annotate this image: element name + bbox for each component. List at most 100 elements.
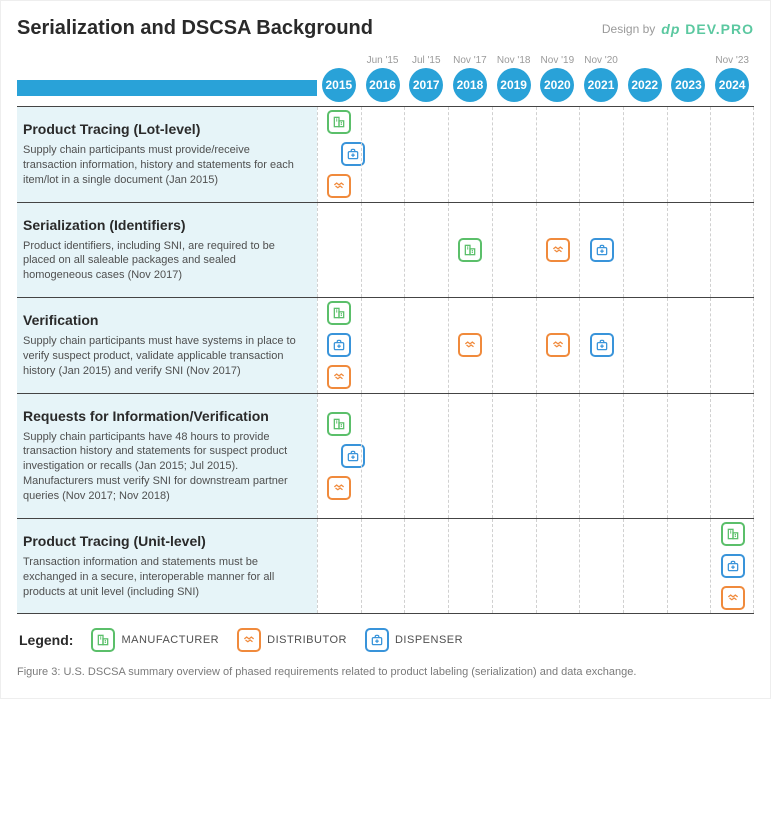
timeline-cell bbox=[361, 203, 405, 298]
year-column: 2023 bbox=[667, 54, 711, 106]
timeline-cell bbox=[448, 519, 492, 614]
icon-stack bbox=[327, 301, 351, 389]
timeline-row: Requests for Information/VerificationSup… bbox=[17, 393, 754, 518]
timeline-cell bbox=[623, 519, 667, 614]
timeline-cell bbox=[404, 107, 448, 202]
dispenser-icon bbox=[721, 554, 745, 578]
row-title: Product Tracing (Lot-level) bbox=[23, 121, 303, 137]
design-by: Design by dp DEV.PRO bbox=[602, 21, 754, 37]
dispenser-icon bbox=[590, 238, 614, 262]
year-column: Nov '23 2024 bbox=[710, 54, 754, 106]
timeline-cell bbox=[492, 298, 536, 393]
dispenser-icon bbox=[590, 333, 614, 357]
timeline-cell bbox=[710, 203, 754, 298]
devpro-logo: dp DEV.PRO bbox=[661, 21, 754, 37]
row-label: Product Tracing (Unit-level)Transaction … bbox=[17, 519, 317, 614]
icon-stack bbox=[458, 333, 482, 357]
row-desc: Supply chain participants have 48 hours … bbox=[23, 430, 303, 504]
timeline-cell bbox=[492, 519, 536, 614]
timeline-cell bbox=[710, 298, 754, 393]
timeline-cell bbox=[710, 107, 754, 202]
year-sublabel bbox=[337, 54, 340, 68]
year-column: 2022 bbox=[623, 54, 667, 106]
timeline-cell bbox=[623, 107, 667, 202]
timeline-cell bbox=[667, 394, 711, 518]
year-sublabel bbox=[687, 54, 690, 68]
distributor-icon bbox=[327, 476, 351, 500]
legend-item: MANUFACTURER bbox=[91, 628, 219, 652]
year-badge: 2024 bbox=[715, 68, 749, 102]
manufacturer-icon bbox=[721, 522, 745, 546]
year-sublabel: Nov '20 bbox=[584, 54, 618, 68]
timeline-cell bbox=[579, 298, 623, 393]
year-column: 2015 bbox=[317, 54, 361, 106]
timeline-cell bbox=[579, 519, 623, 614]
manufacturer-icon bbox=[327, 301, 351, 325]
timeline-row: Product Tracing (Unit-level)Transaction … bbox=[17, 518, 754, 615]
row-desc: Transaction information and statements m… bbox=[23, 555, 303, 600]
icon-stack bbox=[327, 412, 351, 500]
row-label: Product Tracing (Lot-level)Supply chain … bbox=[17, 107, 317, 202]
icon-stack bbox=[546, 333, 570, 357]
timeline-cell bbox=[361, 394, 405, 518]
page-title: Serialization and DSCSA Background bbox=[17, 17, 373, 40]
year-badge: 2016 bbox=[366, 68, 400, 102]
legend-item: DISTRIBUTOR bbox=[237, 628, 347, 652]
timeline-cell bbox=[492, 394, 536, 518]
timeline-row: Product Tracing (Lot-level)Supply chain … bbox=[17, 106, 754, 202]
timeline-cell bbox=[448, 394, 492, 518]
year-sublabel bbox=[643, 54, 646, 68]
year-badge: 2018 bbox=[453, 68, 487, 102]
timeline-cell bbox=[317, 107, 361, 202]
year-badge: 2021 bbox=[584, 68, 618, 102]
legend-label: Legend: bbox=[19, 632, 73, 648]
infographic-container: Serialization and DSCSA Background Desig… bbox=[0, 0, 771, 699]
timeline-cell bbox=[317, 519, 361, 614]
row-label: Serialization (Identifiers)Product ident… bbox=[17, 203, 317, 298]
year-badge: 2019 bbox=[497, 68, 531, 102]
timeline-cell bbox=[404, 298, 448, 393]
row-desc: Supply chain participants must have syst… bbox=[23, 334, 303, 379]
timeline-cell bbox=[448, 298, 492, 393]
year-badge: 2015 bbox=[322, 68, 356, 102]
manufacturer-icon bbox=[327, 110, 351, 134]
year-sublabel: Jul '15 bbox=[412, 54, 441, 68]
timeline-rows: Product Tracing (Lot-level) Supply chain … bbox=[17, 106, 754, 614]
row-title: Serialization (Identifiers) bbox=[23, 217, 303, 233]
timeline-row: Serialization (Identifiers)Product ident… bbox=[17, 202, 754, 298]
timeline-cell bbox=[667, 519, 711, 614]
timeline-cell bbox=[317, 394, 361, 518]
distributor-icon bbox=[546, 333, 570, 357]
timeline-cell bbox=[492, 203, 536, 298]
timeline-cell bbox=[361, 519, 405, 614]
timeline-cell bbox=[492, 107, 536, 202]
distributor-icon bbox=[546, 238, 570, 262]
timeline-cell bbox=[579, 107, 623, 202]
row-title: Verification bbox=[23, 312, 303, 328]
timeline-cell bbox=[361, 107, 405, 202]
timeline-cell bbox=[536, 203, 580, 298]
year-column: Nov '17 2018 bbox=[448, 54, 492, 106]
year-sublabel: Nov '23 bbox=[715, 54, 749, 68]
legend: Legend: MANUFACTURER DISTRIBUTOR DISPENSER bbox=[17, 628, 754, 652]
year-sublabel: Nov '17 bbox=[453, 54, 487, 68]
timeline-cell bbox=[361, 298, 405, 393]
timeline-cell bbox=[536, 298, 580, 393]
timeline-cell bbox=[404, 203, 448, 298]
year-badge: 2017 bbox=[409, 68, 443, 102]
manufacturer-icon bbox=[458, 238, 482, 262]
timeline-cell bbox=[317, 298, 361, 393]
icon-stack bbox=[590, 333, 614, 357]
figure-caption: Figure 3: U.S. DSCSA summary overview of… bbox=[17, 666, 754, 678]
row-label: Requests for Information/VerificationSup… bbox=[17, 394, 317, 518]
icon-stack bbox=[590, 238, 614, 262]
timeline-cell bbox=[536, 519, 580, 614]
year-sublabel: Nov '18 bbox=[497, 54, 531, 68]
legend-item-label: DISTRIBUTOR bbox=[267, 634, 347, 646]
year-badge: 2020 bbox=[540, 68, 574, 102]
icon-stack bbox=[327, 110, 351, 198]
distributor-icon bbox=[327, 365, 351, 389]
timeline-cell bbox=[579, 203, 623, 298]
legend-item-label: DISPENSER bbox=[395, 634, 463, 646]
distributor-icon bbox=[327, 174, 351, 198]
